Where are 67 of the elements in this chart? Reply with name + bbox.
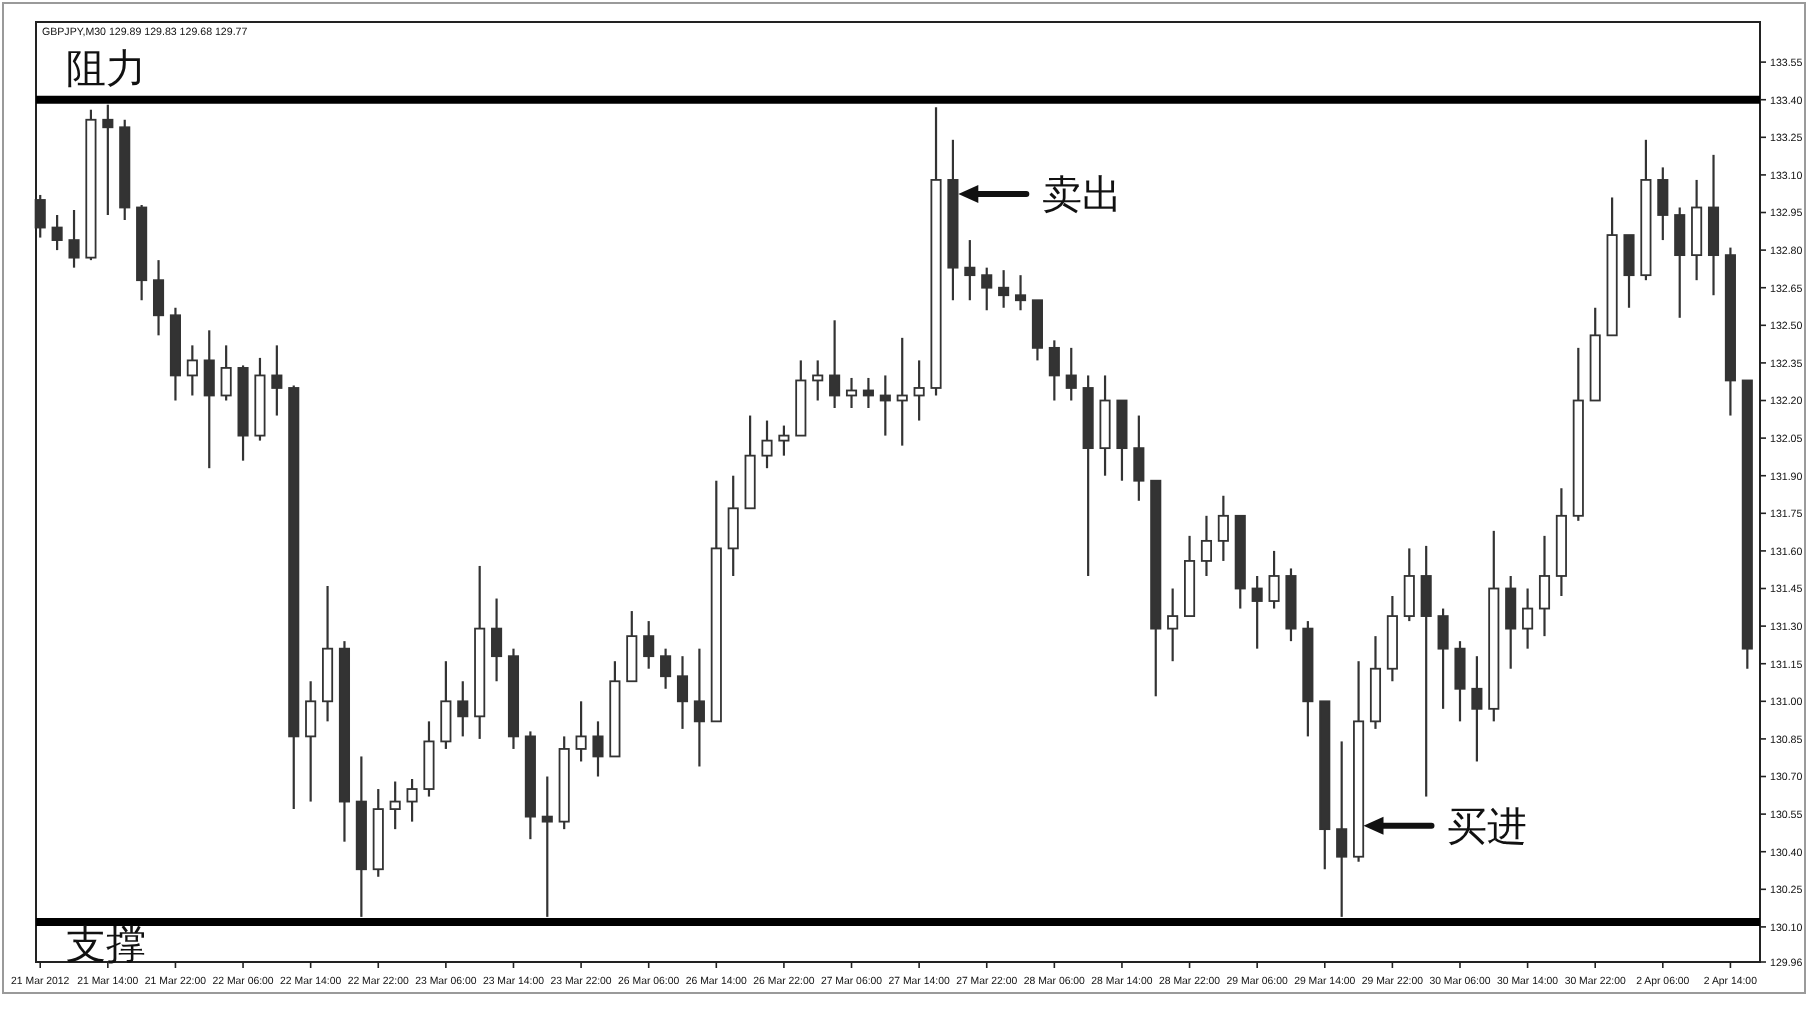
candlestick bbox=[1420, 544, 1432, 798]
candlestick bbox=[1623, 233, 1635, 309]
candlestick bbox=[1217, 494, 1229, 563]
candlestick bbox=[1691, 178, 1703, 282]
candlestick bbox=[1471, 655, 1483, 763]
candlestick bbox=[271, 344, 283, 417]
annotation: 买进 bbox=[1447, 805, 1528, 850]
candlestick bbox=[829, 319, 841, 410]
ref-line-label: 支撑 bbox=[66, 923, 146, 968]
candlestick bbox=[761, 419, 773, 470]
candlestick bbox=[1048, 339, 1060, 402]
candlestick bbox=[1268, 549, 1280, 610]
candlestick bbox=[491, 597, 503, 683]
candlestick bbox=[1336, 740, 1348, 918]
candlestick bbox=[1522, 587, 1534, 650]
candlestick bbox=[1065, 346, 1077, 402]
candlestick bbox=[1200, 514, 1213, 578]
candlestick bbox=[981, 266, 993, 312]
candlestick bbox=[727, 474, 739, 578]
candlestick bbox=[862, 376, 874, 410]
candlestick bbox=[778, 424, 790, 457]
candlestick bbox=[1657, 166, 1669, 242]
candlestick bbox=[1133, 414, 1145, 502]
candlestick bbox=[68, 208, 80, 269]
candlestick bbox=[1167, 587, 1179, 663]
candlestick bbox=[626, 609, 638, 683]
candlestick bbox=[1538, 534, 1551, 638]
candlestick bbox=[220, 344, 232, 402]
candlestick bbox=[34, 193, 46, 239]
candlestick bbox=[1674, 206, 1686, 319]
candlestick bbox=[913, 359, 925, 422]
candlestick bbox=[152, 259, 165, 337]
candlestick bbox=[406, 777, 418, 823]
candlestick bbox=[575, 700, 587, 763]
candlestick bbox=[643, 619, 655, 670]
candlestick bbox=[964, 238, 976, 302]
candlestick bbox=[440, 660, 452, 751]
candlestick bbox=[879, 374, 891, 437]
candlestick bbox=[1403, 547, 1415, 623]
candlestick bbox=[203, 329, 215, 470]
candlestick bbox=[1116, 399, 1128, 482]
candlestick bbox=[1454, 640, 1466, 723]
candlestick bbox=[1099, 374, 1111, 477]
ref-line-label: 阻力 bbox=[66, 47, 146, 92]
candlestick bbox=[693, 647, 705, 768]
candlestick bbox=[1707, 153, 1720, 297]
candlestick bbox=[592, 720, 604, 778]
candlestick bbox=[541, 775, 553, 918]
candlestick bbox=[1014, 274, 1027, 312]
candlestick bbox=[1505, 574, 1517, 670]
candlestick bbox=[457, 680, 469, 738]
candlestick bbox=[676, 655, 689, 730]
candlestick bbox=[812, 359, 824, 402]
candlestick bbox=[1251, 574, 1263, 650]
candlestick bbox=[660, 647, 672, 690]
candlestick bbox=[1437, 607, 1449, 710]
candlestick bbox=[186, 344, 198, 397]
candlestick bbox=[51, 213, 63, 252]
candlestick bbox=[102, 103, 114, 217]
candlestick bbox=[389, 780, 401, 831]
candlestick bbox=[998, 269, 1010, 309]
candlestick bbox=[1031, 299, 1043, 362]
candlestick bbox=[845, 376, 858, 410]
annotation: 卖出 bbox=[1042, 174, 1123, 219]
candlestick bbox=[896, 336, 908, 447]
candlestick bbox=[423, 720, 435, 798]
candlestick bbox=[305, 680, 317, 803]
